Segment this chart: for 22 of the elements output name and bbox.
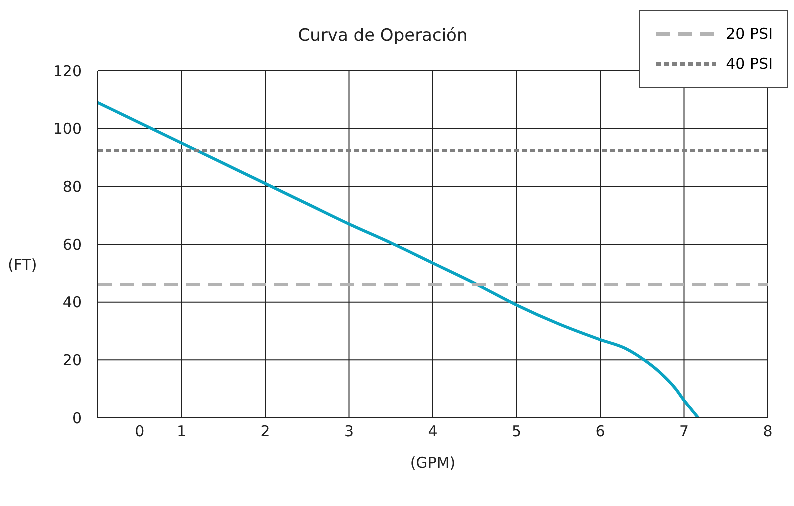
- x-tick-label: 4: [428, 422, 438, 441]
- x-axis-title: (GPM): [410, 454, 456, 472]
- y-tick-label: 20: [62, 351, 82, 370]
- x-tick-label: 5: [512, 422, 522, 441]
- y-tick-label: 100: [53, 120, 82, 138]
- x-tick-label: 8: [763, 422, 773, 441]
- x-tick-label: 7: [679, 422, 690, 441]
- y-tick-label: 80: [62, 178, 82, 196]
- x-tick-label: 1: [176, 422, 187, 441]
- x-tick-label: 2: [260, 422, 270, 441]
- chart-title: Curva de Operación: [297, 26, 469, 46]
- y-tick-label: 120: [53, 62, 82, 80]
- x-tick-label: 0: [135, 422, 145, 441]
- y-tick-label: 60: [62, 236, 82, 254]
- x-tick-label: 3: [344, 422, 354, 441]
- y-tick-label: 40: [62, 294, 82, 312]
- y-axis-title: (FT): [8, 256, 38, 274]
- y-tick-label: 0: [72, 409, 82, 428]
- x-tick-label: 6: [596, 422, 606, 441]
- legend-label: 40 PSI: [726, 55, 773, 73]
- line-series: [98, 101, 700, 418]
- legend-label: 20 PSI: [726, 25, 773, 43]
